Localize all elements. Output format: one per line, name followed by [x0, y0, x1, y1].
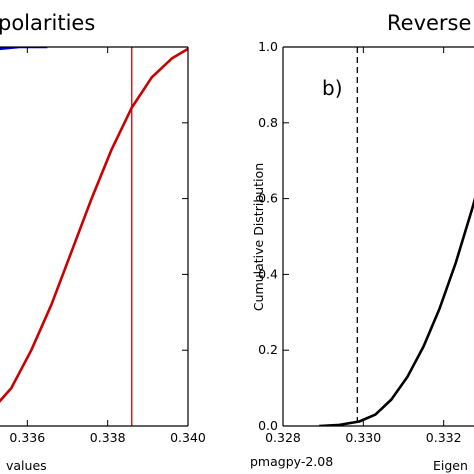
series-line-a-1	[0, 47, 188, 403]
x-tick-label: 0.338	[90, 430, 126, 445]
x-tick-labels-b: 0.328 0.330 0.332	[265, 47, 462, 445]
x-axis-label-a: values	[6, 458, 47, 473]
series-line-b-0	[319, 197, 474, 426]
y-tick-label: 0.2	[258, 342, 278, 357]
plot-area-b	[282, 46, 474, 427]
x-tick-label: 0.330	[345, 430, 381, 445]
axes-frame-a	[0, 46, 189, 427]
plot-marks-a	[0, 47, 188, 426]
chart-panel-a: polarities 0.336 0.338 0.340 values	[0, 11, 206, 473]
panel-label-b: b)	[322, 76, 343, 100]
plot-area-a	[0, 46, 189, 427]
plot-marks-b	[319, 47, 474, 426]
chart-title-b: Reverse	[387, 11, 471, 35]
y-tick-label: 0.8	[258, 115, 278, 130]
watermark-text: pmagpy-2.08	[250, 454, 333, 469]
chart-panel-b: Reverse b) 0.328 0.330 0.332 0.00.20.40.60…	[250, 11, 474, 473]
axes-frame-b	[282, 46, 474, 427]
y-tick-labels-b: 0.0 0.2 0.4 0.6 0.8 1.0	[258, 39, 289, 433]
y-axis-label-b: Cumulative Distribution	[251, 163, 266, 311]
chart-title-a: polarities	[0, 11, 95, 35]
series-line-a-0	[0, 47, 48, 51]
y-tick-label: 0.6	[258, 191, 278, 206]
y-tick-label: 1.0	[258, 39, 278, 54]
x-tick-label: 0.328	[265, 430, 301, 445]
x-axis-label-b: Eigen	[433, 458, 468, 473]
x-tick-labels-a: 0.336 0.338 0.340	[9, 47, 206, 445]
x-tick-label: 0.332	[426, 430, 462, 445]
y-tick-label: 0.4	[258, 266, 278, 281]
x-tick-label: 0.340	[170, 430, 206, 445]
x-tick-label: 0.336	[9, 430, 45, 445]
y-tick-label: 0.0	[258, 418, 278, 433]
